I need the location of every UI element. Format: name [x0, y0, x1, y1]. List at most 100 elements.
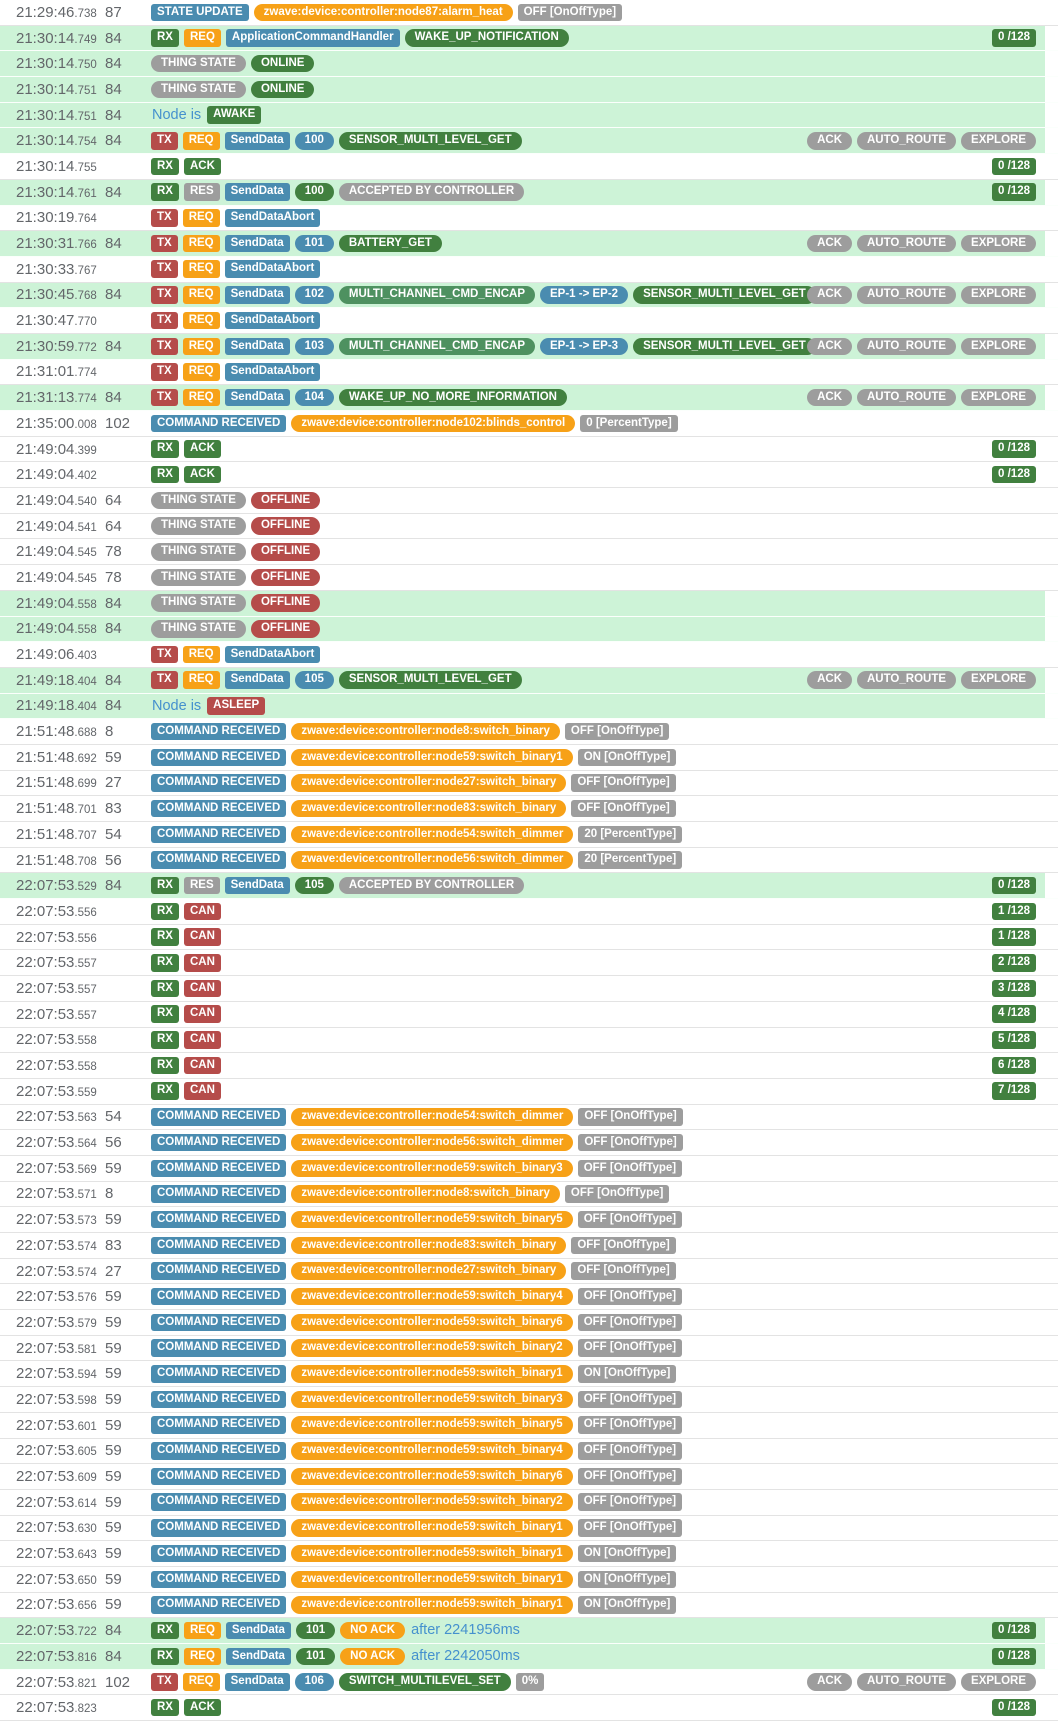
log-row[interactable]: 22:07:53.630 59 COMMAND RECEIVED zwave:devi… — [0, 1515, 1058, 1542]
log-row[interactable]: 22:07:53.650 59 COMMAND RECEIVED zwave:devi… — [0, 1566, 1058, 1593]
log-row[interactable]: 21:49:04.541 64 THING STATE OFFLINE — [0, 513, 1058, 540]
log-row[interactable]: 22:07:53.816 84 RX REQ SendData 101 NO ACK afte… — [0, 1644, 1058, 1670]
node-id: 84 — [105, 1622, 122, 1640]
timestamp: 21:30:19.764 — [16, 209, 97, 227]
log-row[interactable]: 22:07:53.557 RX CAN 3 /128 — [0, 976, 1058, 1002]
log-row[interactable]: 21:51:48.692 59 COMMAND RECEIVED zwave:devi… — [0, 744, 1058, 771]
node-id: 84 — [105, 106, 122, 124]
log-row[interactable]: 22:07:53.576 59 COMMAND RECEIVED zwave:devi… — [0, 1284, 1058, 1311]
log-row[interactable]: 22:07:53.571 8 COMMAND RECEIVED zwave:devic… — [0, 1181, 1058, 1208]
badge-4-128: 4 /128 — [992, 1005, 1036, 1023]
log-row[interactable]: 22:07:53.601 59 COMMAND RECEIVED zwave:devi… — [0, 1412, 1058, 1439]
log-row[interactable]: 22:07:53.563 54 COMMAND RECEIVED zwave:devi… — [0, 1104, 1058, 1131]
log-row[interactable]: 22:07:53.569 59 COMMAND RECEIVED zwave:devi… — [0, 1155, 1058, 1182]
timestamp: 22:07:53.609 — [16, 1468, 97, 1486]
log-row[interactable]: 21:30:14.751 84 THING STATE ONLINE — [0, 77, 1058, 103]
badge-off-onofftype: OFF [OnOffType] — [571, 774, 676, 792]
log-row[interactable]: 22:07:53.722 84 RX REQ SendData 101 NO ACK afte… — [0, 1618, 1058, 1644]
log-row[interactable]: 21:51:48.699 27 COMMAND RECEIVED zwave:devi… — [0, 770, 1058, 797]
badge-105: 105 — [294, 876, 334, 895]
log-row[interactable]: 22:07:53.558 RX CAN 6 /128 — [0, 1053, 1058, 1079]
log-row[interactable]: 21:30:14.761 84 RX RES SendData 100 ACCEPTED B… — [0, 179, 1058, 206]
log-row[interactable]: 22:07:53.573 59 COMMAND RECEIVED zwave:devi… — [0, 1207, 1058, 1233]
meta-badges: 4 /128 — [984, 1005, 1036, 1023]
timestamp: 22:07:53.556 — [16, 928, 97, 946]
log-row[interactable]: 22:07:53.609 59 COMMAND RECEIVED zwave:devi… — [0, 1464, 1058, 1490]
badge-tx: TX — [151, 260, 178, 278]
log-row[interactable]: 22:07:53.598 59 COMMAND RECEIVED zwave:devi… — [0, 1387, 1058, 1413]
log-row[interactable]: 22:07:53.643 59 COMMAND RECEIVED zwave:devi… — [0, 1541, 1058, 1567]
event-badges: THING STATE OFFLINE — [151, 594, 1028, 612]
badge-0: 0% — [515, 1673, 545, 1691]
log-row[interactable]: 21:49:18.404 84 TX REQ SendData 105 SENSOR_MUL… — [0, 667, 1058, 694]
log-row[interactable]: 21:30:31.766 84 TX REQ SendData 101 BATTERY_GE… — [0, 231, 1058, 257]
log-row[interactable]: 21:49:04.558 84 THING STATE OFFLINE — [0, 616, 1058, 643]
log-row[interactable]: 21:30:14.755 RX ACK 0 /128 — [0, 154, 1058, 180]
meta-badges: ACK AUTO_ROUTE EXPLORE — [799, 234, 1036, 253]
badge-senddata: SendData — [224, 337, 290, 356]
badge-explore: EXPLORE — [961, 388, 1036, 407]
log-row[interactable]: 21:49:18.404 84 Node is ASLEEP — [0, 693, 1058, 720]
log-row[interactable]: 22:07:53.605 59 COMMAND RECEIVED zwave:devi… — [0, 1438, 1058, 1465]
log-row[interactable]: 22:07:53.614 59 COMMAND RECEIVED zwave:devi… — [0, 1489, 1058, 1516]
log-row[interactable]: 22:07:53.656 59 COMMAND RECEIVED zwave:devi… — [0, 1592, 1058, 1619]
text-node-is: Node is — [152, 697, 202, 714]
log-row[interactable]: 21:31:13.774 84 TX REQ SendData 104 WAKE_UP_NO… — [0, 385, 1058, 411]
log-row[interactable]: 21:51:48.701 83 COMMAND RECEIVED zwave:devi… — [0, 796, 1058, 822]
log-row[interactable]: 22:07:53.556 RX CAN 1 /128 — [0, 924, 1058, 951]
log-row[interactable]: 21:31:01.774 TX REQ SendDataAbort — [0, 359, 1058, 386]
log-row[interactable]: 21:51:48.708 56 COMMAND RECEIVED zwave:devi… — [0, 847, 1058, 874]
log-row[interactable]: 21:30:14.749 84 RX REQ ApplicationCommandHan… — [0, 25, 1058, 52]
log-row[interactable]: 22:07:53.574 83 COMMAND RECEIVED zwave:devi… — [0, 1233, 1058, 1259]
log-row[interactable]: 21:30:14.754 84 TX REQ SendData 100 SENSOR_MUL… — [0, 128, 1058, 155]
log-row[interactable]: 22:07:53.581 59 COMMAND RECEIVED zwave:devi… — [0, 1335, 1058, 1362]
log-row[interactable]: 22:07:53.594 59 COMMAND RECEIVED zwave:devi… — [0, 1361, 1058, 1388]
meta-badges: 0 /128 — [984, 465, 1036, 484]
badge-thing-state: THING STATE — [151, 568, 246, 587]
log-row[interactable]: 21:30:19.764 TX REQ SendDataAbort — [0, 205, 1058, 232]
log-row[interactable]: 21:30:33.767 TX REQ SendDataAbort — [0, 256, 1058, 283]
badge-101: 101 — [295, 1621, 336, 1640]
badge-off-onofftype: OFF [OnOffType] — [571, 1262, 676, 1280]
log-row[interactable]: 22:07:53.821 102 TX REQ SendData 106 SWITCH_MU… — [0, 1669, 1058, 1696]
event-badges: COMMAND RECEIVED zwave:device:controller:… — [151, 1185, 1028, 1203]
log-row[interactable]: 21:49:06.403 TX REQ SendDataAbort — [0, 642, 1058, 668]
node-id: 56 — [105, 851, 122, 869]
log-row[interactable]: 21:49:04.545 78 THING STATE OFFLINE — [0, 539, 1058, 566]
log-row[interactable]: 21:49:04.402 RX ACK 0 /128 — [0, 462, 1058, 489]
log-row[interactable]: 22:07:53.558 RX CAN 5 /128 — [0, 1027, 1058, 1054]
badge-7-128: 7 /128 — [992, 1082, 1036, 1100]
log-row[interactable]: 21:49:04.540 64 THING STATE OFFLINE — [0, 488, 1058, 514]
log-row[interactable]: 22:07:53.823 RX ACK 0 /128 — [0, 1695, 1058, 1722]
log-row[interactable]: 21:49:04.558 84 THING STATE OFFLINE — [0, 590, 1058, 617]
badge-104: 104 — [294, 388, 334, 407]
event-badges: COMMAND RECEIVED zwave:device:controller:… — [151, 1596, 1028, 1614]
log-row[interactable]: 21:30:47.770 TX REQ SendDataAbort — [0, 308, 1058, 334]
log-row[interactable]: 22:07:53.556 RX CAN 1 /128 — [0, 899, 1058, 925]
badge-off-onofftype: OFF [OnOffType] — [577, 1493, 683, 1511]
log-row[interactable]: 21:51:48.707 54 COMMAND RECEIVED zwave:devi… — [0, 822, 1058, 848]
badge-101: 101 — [294, 234, 334, 253]
log-row[interactable]: 22:07:53.559 RX CAN 7 /128 — [0, 1078, 1058, 1105]
badge-req: REQ — [182, 132, 220, 150]
log-row[interactable]: 21:30:14.751 84 Node is AWAKE — [0, 102, 1058, 129]
log-row[interactable]: 21:30:59.772 84 TX REQ SendData 103 MULTI_CHAN… — [0, 333, 1058, 360]
log-row[interactable]: 21:49:04.399 RX ACK 0 /128 — [0, 436, 1058, 463]
badge-offline: OFFLINE — [250, 620, 321, 638]
badge-ep-1-ep-2: EP-1 -> EP-2 — [540, 286, 629, 304]
log-row[interactable]: 21:35:00.008 102 COMMAND RECEIVED zwave:dev… — [0, 411, 1058, 437]
log-row[interactable]: 22:07:53.557 RX CAN 4 /128 — [0, 1001, 1058, 1028]
log-row[interactable]: 22:07:53.579 59 COMMAND RECEIVED zwave:devi… — [0, 1310, 1058, 1336]
log-row[interactable]: 21:51:48.688 8 COMMAND RECEIVED zwave:devic… — [0, 719, 1058, 745]
log-row[interactable]: 21:30:45.768 84 TX REQ SendData 102 MULTI_CHAN… — [0, 282, 1058, 309]
log-row[interactable]: 22:07:53.557 RX CAN 2 /128 — [0, 950, 1058, 977]
badge-command-received: COMMAND RECEIVED — [151, 1467, 287, 1486]
log-row[interactable]: 21:30:14.750 84 THING STATE ONLINE — [0, 51, 1058, 78]
log-row[interactable]: 22:07:53.529 84 RX RES SendData 105 ACCEPTED B… — [0, 873, 1058, 900]
timestamp: 21:49:04.540 — [16, 491, 97, 509]
log-row[interactable]: 21:29:46.738 87 STATE UPDATE zwave:device:c… — [0, 0, 1058, 26]
log-row[interactable]: 22:07:53.564 56 COMMAND RECEIVED zwave:devi… — [0, 1130, 1058, 1156]
badge-ack: ACK — [807, 132, 852, 150]
log-row[interactable]: 22:07:53.574 27 COMMAND RECEIVED zwave:devi… — [0, 1258, 1058, 1285]
log-row[interactable]: 21:49:04.545 78 THING STATE OFFLINE — [0, 565, 1058, 591]
